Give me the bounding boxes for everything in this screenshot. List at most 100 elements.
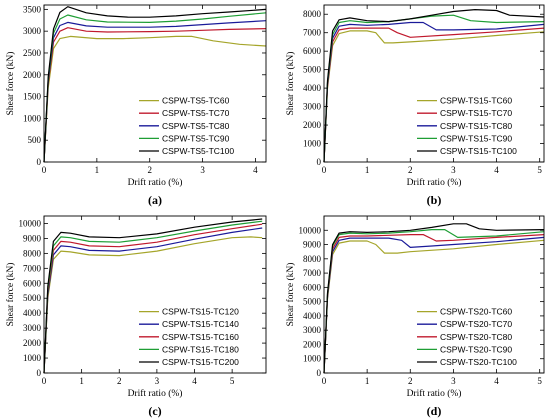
x-tick-label: 4 bbox=[192, 376, 197, 386]
x-tick-label: 4 bbox=[494, 376, 499, 386]
y-tick-label: 2500 bbox=[23, 48, 42, 58]
y-tick-label: 10000 bbox=[299, 225, 322, 235]
x-tick-label: 5 bbox=[537, 165, 542, 175]
legend-label: CSPW-TS20-TC80 bbox=[440, 332, 512, 342]
panel-label: (a) bbox=[148, 193, 162, 207]
y-tick-label: 0 bbox=[37, 157, 42, 167]
x-tick-label: 1 bbox=[95, 165, 100, 175]
plot-frame bbox=[323, 215, 545, 374]
legend-label: CSPW-TS20-TC90 bbox=[440, 344, 512, 354]
legend-label: CSPW-TS5-TC90 bbox=[162, 133, 230, 143]
x-tick-label: 2 bbox=[408, 376, 413, 386]
legend-label: CSPW-TS15-TC180 bbox=[162, 344, 239, 354]
series-line-2 bbox=[43, 27, 267, 163]
x-tick-label: 2 bbox=[408, 165, 413, 175]
y-axis-label: Shear force (kN) bbox=[5, 263, 16, 327]
y-tick-label: 0 bbox=[37, 368, 42, 378]
y-tick-label: 2000 bbox=[23, 338, 42, 348]
series-line-4 bbox=[43, 12, 267, 163]
legend-label: CSPW-TS20-TC70 bbox=[440, 319, 512, 329]
y-tick-label: 1000 bbox=[23, 353, 42, 363]
x-axis-label: Drift ratio (%) bbox=[128, 177, 183, 188]
y-tick-label: 5000 bbox=[23, 293, 42, 303]
y-tick-label: 5000 bbox=[303, 297, 322, 307]
y-tick-label: 4000 bbox=[23, 308, 42, 318]
y-tick-label: 8000 bbox=[23, 248, 42, 258]
y-tick-label: 9000 bbox=[23, 233, 42, 243]
plot-frame bbox=[43, 215, 267, 374]
x-tick-label: 1 bbox=[79, 376, 84, 386]
x-tick-label: 0 bbox=[42, 376, 47, 386]
x-tick-label: 1 bbox=[365, 376, 370, 386]
x-tick-label: 2 bbox=[147, 165, 152, 175]
x-tick-label: 0 bbox=[322, 165, 327, 175]
y-tick-label: 4000 bbox=[303, 83, 322, 93]
y-tick-label: 4000 bbox=[303, 311, 322, 321]
legend-label: CSPW-TS5-TC80 bbox=[162, 121, 230, 131]
legend-label: CSPW-TS20-TC100 bbox=[440, 357, 517, 367]
legend-label: CSPW-TS15-TC200 bbox=[162, 357, 239, 367]
y-tick-label: 1500 bbox=[23, 92, 42, 102]
y-tick-label: 1000 bbox=[303, 354, 322, 364]
legend-label: CSPW-TS15-TC90 bbox=[440, 133, 512, 143]
panel-3: 0 1 2 3 4 5 0 1000 2000 3000 4000 5000 6000 7000 8000 9… bbox=[285, 215, 545, 418]
x-tick-label: 3 bbox=[451, 376, 456, 386]
y-tick-label: 7000 bbox=[23, 263, 42, 273]
x-axis-label: Drift ratio (%) bbox=[128, 388, 183, 399]
series-line-1 bbox=[43, 35, 267, 163]
y-tick-label: 6000 bbox=[303, 46, 322, 56]
y-tick-label: 3000 bbox=[23, 26, 42, 36]
y-axis-label: Shear force (kN) bbox=[5, 52, 16, 116]
panel-label: (c) bbox=[148, 404, 161, 418]
y-axis-label: Shear force (kN) bbox=[285, 263, 296, 327]
y-tick-label: 2000 bbox=[303, 120, 322, 130]
x-tick-label: 4 bbox=[494, 165, 499, 175]
legend-label: CSPW-TS15-TC160 bbox=[162, 332, 239, 342]
panel-1: 0 1 2 3 4 5 0 1000 2000 3000 4000 5000 6000 7000 8000 D… bbox=[285, 4, 545, 207]
y-tick-label: 6000 bbox=[303, 282, 322, 292]
legend-label: CSPW-TS20-TC60 bbox=[440, 307, 512, 317]
series-line-3 bbox=[43, 20, 267, 163]
series-line-5 bbox=[43, 6, 267, 163]
legend-label: CSPW-TS15-TC100 bbox=[440, 146, 517, 156]
y-tick-label: 1000 bbox=[23, 113, 42, 123]
panel-2: 0 1 2 3 4 5 0 1000 2000 3000 4000 5000 6000 7000 8000 9… bbox=[5, 215, 267, 418]
y-tick-label: 5000 bbox=[303, 65, 322, 75]
y-tick-label: 500 bbox=[28, 135, 42, 145]
y-tick-label: 1000 bbox=[303, 139, 322, 149]
y-tick-label: 3500 bbox=[23, 4, 42, 14]
legend-label: CSPW-TS15-TC70 bbox=[440, 108, 512, 118]
x-tick-label: 3 bbox=[155, 376, 160, 386]
x-axis-label: Drift ratio (%) bbox=[407, 388, 462, 399]
x-tick-label: 3 bbox=[451, 165, 456, 175]
y-tick-label: 0 bbox=[317, 368, 322, 378]
x-tick-label: 5 bbox=[230, 376, 235, 386]
y-tick-label: 8000 bbox=[303, 9, 322, 19]
legend-label: CSPW-TS15-TC140 bbox=[162, 319, 239, 329]
y-tick-label: 7000 bbox=[303, 268, 322, 278]
legend-label: CSPW-TS15-TC60 bbox=[440, 96, 512, 106]
legend-label: CSPW-TS15-TC80 bbox=[440, 121, 512, 131]
x-tick-label: 3 bbox=[200, 165, 205, 175]
plot-frame bbox=[323, 4, 545, 163]
x-tick-label: 0 bbox=[42, 165, 47, 175]
x-tick-label: 5 bbox=[537, 376, 542, 386]
y-tick-label: 0 bbox=[317, 157, 322, 167]
y-tick-label: 10000 bbox=[19, 218, 42, 228]
x-tick-label: 0 bbox=[322, 376, 327, 386]
y-tick-label: 3000 bbox=[303, 325, 322, 335]
series-line-5 bbox=[43, 218, 263, 374]
panel-label: (b) bbox=[427, 193, 442, 207]
panel-0: 0 1 2 3 4 0 500 1000 1500 2000 2500 3000 3500 Drift r… bbox=[5, 4, 267, 207]
y-tick-label: 2000 bbox=[303, 339, 322, 349]
panel-label: (d) bbox=[427, 404, 442, 418]
y-tick-label: 3000 bbox=[303, 102, 322, 112]
y-tick-label: 8000 bbox=[303, 254, 322, 264]
x-tick-label: 1 bbox=[365, 165, 370, 175]
y-tick-label: 9000 bbox=[303, 240, 322, 250]
y-tick-label: 2000 bbox=[23, 70, 42, 80]
x-tick-label: 4 bbox=[253, 165, 258, 175]
y-tick-label: 7000 bbox=[303, 28, 322, 38]
y-tick-label: 3000 bbox=[23, 323, 42, 333]
